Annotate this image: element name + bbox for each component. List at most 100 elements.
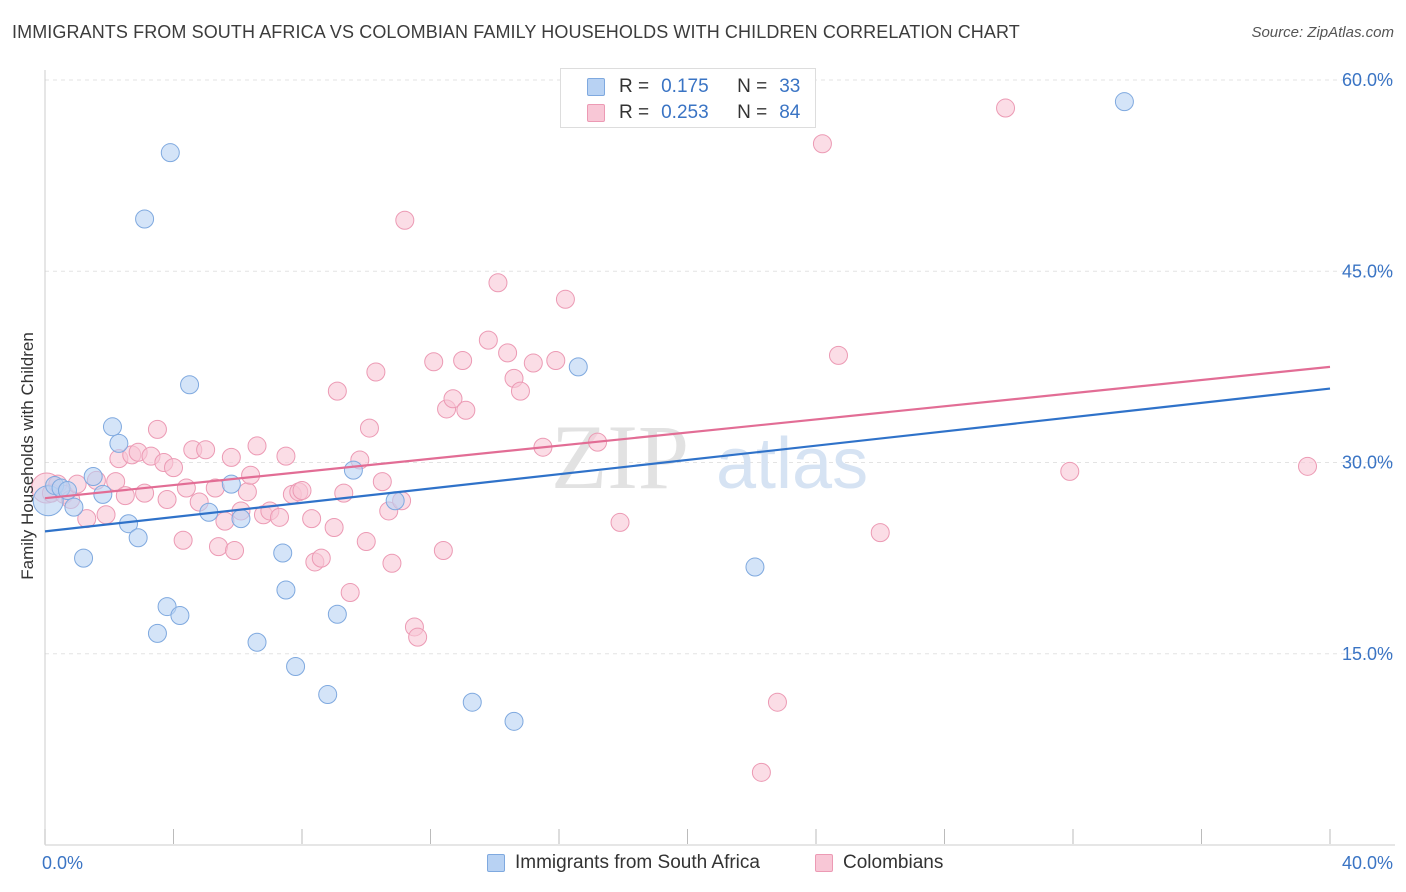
watermark-atlas: atlas	[716, 424, 868, 504]
south-africa-point	[745, 557, 765, 577]
colombians-point	[276, 446, 296, 466]
grid-lines	[45, 79, 1395, 655]
colombians-point	[767, 692, 787, 712]
colombians-point	[225, 540, 245, 560]
y-tick-label: 45.0%	[1342, 261, 1393, 281]
x-tick-label: 40.0%	[1342, 853, 1393, 873]
south-africa-point	[276, 580, 296, 600]
colombians-point	[610, 512, 630, 532]
colombians-point	[996, 98, 1016, 118]
tick-labels: 15.0% 30.0% 45.0% 60.0% 0.0% 40.0%	[42, 70, 1393, 873]
colombians-point	[292, 481, 312, 501]
bottom-legend-swatch-pink	[815, 854, 833, 872]
colombians-point	[247, 436, 267, 456]
legend-n-label: N =	[737, 102, 768, 123]
south-africa-point	[83, 467, 103, 487]
colombians-point	[164, 458, 183, 478]
south-africa-point	[160, 143, 180, 163]
south-africa-point	[247, 632, 267, 652]
colombians-point	[453, 351, 473, 370]
legend-row-south-africa: R = 0.175 N = 33	[587, 75, 800, 99]
colombians-point	[395, 210, 415, 230]
south-africa-point	[102, 417, 122, 437]
south-africa-point	[231, 509, 251, 529]
south-africa-point	[64, 497, 84, 517]
south-africa-point	[462, 692, 482, 712]
colombians-point	[221, 447, 241, 467]
x-tick-label: 0.0%	[42, 853, 83, 873]
colombians-point	[324, 518, 344, 538]
south-africa-point	[170, 606, 190, 625]
colombians-point	[147, 419, 167, 439]
colombians-point	[546, 351, 566, 370]
legend-r-label: R =	[619, 76, 650, 97]
colombians-point	[812, 134, 832, 154]
legend-n-value: 84	[779, 102, 801, 123]
legend-r-value: 0.175	[661, 76, 709, 97]
colombians-trend-line	[44, 365, 1331, 500]
colombians-point	[372, 472, 392, 492]
colombians-point	[327, 381, 347, 401]
chart-title: IMMIGRANTS FROM SOUTH AFRICA VS COLOMBIA…	[12, 22, 1020, 42]
legend-r-label: R =	[619, 102, 650, 123]
colombians-point	[382, 553, 402, 573]
colombians-point	[555, 289, 575, 309]
trend-lines	[44, 365, 1331, 533]
colombians-point	[237, 482, 257, 502]
south-africa-point	[327, 604, 347, 624]
legend: R = 0.175 N = 33 R = 0.253 N = 84	[560, 68, 816, 128]
bottom-legend-swatch-blue	[487, 854, 505, 872]
watermark: ZIP atlas	[551, 406, 868, 508]
colombians-point	[196, 440, 216, 460]
south-africa-point	[568, 357, 588, 377]
colombians-point	[208, 537, 228, 557]
legend-n-label: N =	[737, 76, 768, 97]
colombians-point	[510, 381, 530, 401]
legend-n-value: 33	[779, 76, 801, 97]
colombians-point	[157, 489, 177, 509]
watermark-zip: ZIP	[551, 406, 689, 508]
colombians-points	[31, 98, 1318, 782]
colombians-point	[424, 352, 444, 372]
colombians-point	[478, 330, 498, 350]
colombians-point	[302, 509, 322, 529]
legend-swatch-blue	[587, 78, 605, 96]
legend-swatch-pink	[587, 104, 605, 122]
south-africa-point	[147, 623, 167, 643]
colombians-point	[408, 627, 428, 647]
source-label: Source: ZipAtlas.com	[1251, 24, 1394, 41]
colombians-point	[340, 583, 360, 603]
south-africa-point	[109, 433, 129, 453]
colombians-point	[488, 273, 508, 293]
colombians-point	[96, 505, 116, 525]
colombians-point	[523, 353, 543, 373]
south-africa-point	[504, 711, 524, 731]
y-tick-label: 30.0%	[1342, 453, 1393, 473]
y-tick-label: 15.0%	[1342, 644, 1393, 664]
south-africa-point	[286, 657, 306, 676]
south-africa-point	[385, 491, 405, 511]
legend-row-colombians: R = 0.253 N = 84	[587, 101, 800, 125]
south-africa-point	[1114, 92, 1134, 112]
bottom-legend-label: Immigrants from South Africa	[515, 852, 760, 873]
colombians-point	[241, 465, 261, 485]
south-africa-point	[74, 548, 94, 568]
colombians-point	[433, 540, 453, 560]
colombians-point	[1060, 461, 1080, 481]
south-africa-point	[318, 685, 338, 705]
bottom-legend-south-africa: Immigrants from South Africa	[487, 852, 760, 874]
colombians-point	[270, 507, 290, 527]
colombians-point	[828, 345, 848, 365]
colombians-point	[751, 762, 771, 782]
south-africa-point	[135, 209, 155, 229]
south-africa-trend-line	[44, 387, 1331, 533]
colombians-point	[498, 343, 518, 363]
y-axis-label: Family Households with Children	[18, 332, 37, 580]
south-africa-point	[93, 484, 113, 504]
y-tick-label: 60.0%	[1342, 70, 1393, 90]
colombians-point	[311, 548, 331, 568]
south-africa-point	[128, 528, 148, 548]
colombians-point	[356, 532, 376, 552]
south-africa-point	[343, 460, 363, 480]
